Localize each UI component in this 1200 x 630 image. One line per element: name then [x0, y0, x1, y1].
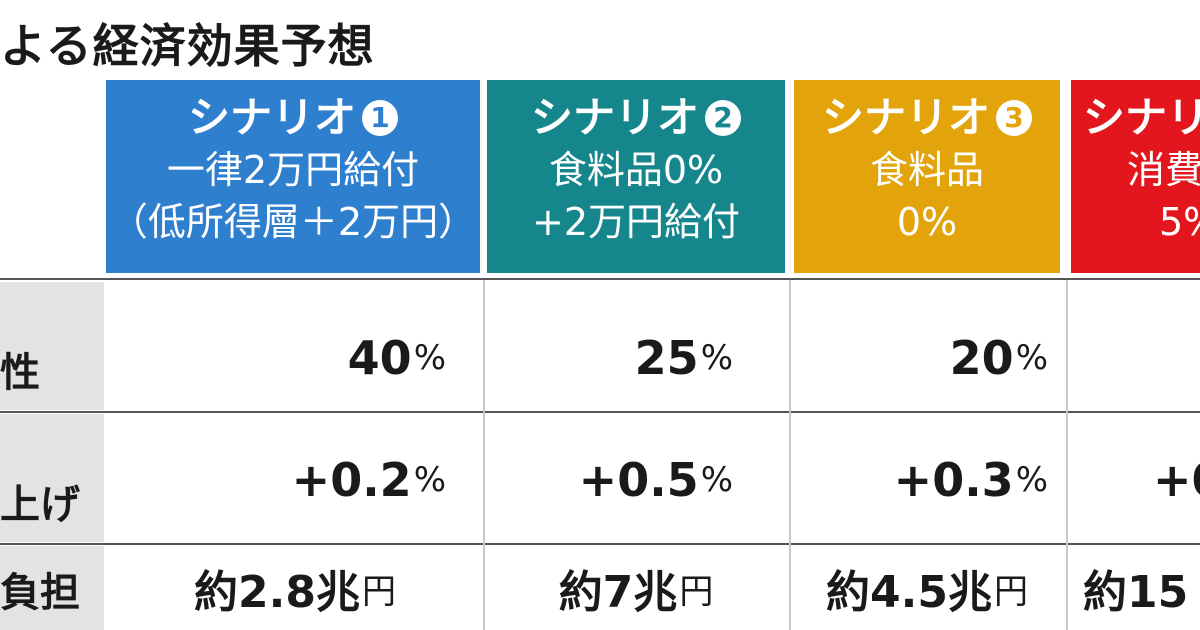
scenario-4-header: シナリ 消費 5%	[1071, 80, 1200, 273]
column-divider	[789, 280, 791, 630]
burden-value: 約4.5兆円	[794, 550, 1060, 626]
value-number: 約15	[1083, 567, 1189, 618]
row-label-price-rise: 上げ	[0, 414, 104, 542]
burden-value: 約7兆円	[487, 550, 785, 626]
value-number: +0.5	[578, 453, 699, 507]
value-unit: %	[1015, 338, 1048, 378]
row-divider	[0, 543, 1200, 545]
price-rise-value: +0.2%	[106, 440, 446, 520]
scenario-title: シナリオ	[530, 93, 699, 142]
column-divider	[483, 280, 485, 630]
row-label-text: 負担	[0, 570, 80, 616]
scenario-title: シナリ	[1083, 93, 1200, 142]
scenario-1-header: シナリオ 1 一律2万円給付 （低所得層＋2万円）	[106, 80, 480, 273]
price-rise-value: +0	[1071, 440, 1200, 520]
value-number: 40	[347, 331, 412, 385]
scenario-number-badge: 1	[362, 100, 398, 136]
scenario-description: 一律2万円給付	[166, 148, 420, 192]
value-unit: %	[413, 338, 446, 378]
row-divider	[0, 278, 1200, 280]
value-number: 25	[634, 331, 699, 385]
price-rise-value: +0.3%	[794, 440, 1060, 520]
price-rise-value: +0.5%	[487, 440, 785, 520]
scenario-detail: （低所得層＋2万円）	[109, 200, 477, 244]
burden-value: 約15	[1071, 550, 1200, 626]
value-unit: 円	[361, 571, 396, 612]
value-number: 約7兆	[558, 567, 678, 618]
value-unit: 円	[679, 571, 714, 612]
value-number: 20	[949, 331, 1014, 385]
probability-value: 40%	[106, 318, 446, 398]
value-unit: %	[413, 460, 446, 500]
scenario-3-header: シナリオ 3 食料品 0%	[794, 80, 1060, 273]
column-divider	[1066, 280, 1068, 630]
scenario-description: 消費	[1127, 148, 1200, 192]
value-unit: %	[1015, 460, 1048, 500]
scenario-detail: +2万円給付	[531, 200, 741, 244]
value-number: +0.2	[291, 453, 412, 507]
probability-value: 25%	[487, 318, 785, 398]
row-label-probability: 性	[0, 282, 104, 410]
value-unit: %	[700, 460, 733, 500]
scenario-detail: 0%	[896, 200, 958, 244]
scenario-number-badge: 2	[705, 100, 741, 136]
row-divider	[0, 411, 1200, 413]
scenario-description: 食料品	[869, 148, 984, 192]
scenario-detail: 5%	[1159, 200, 1200, 244]
value-number: +0	[1153, 453, 1200, 507]
row-label-text: 性	[0, 350, 40, 396]
probability-value: 20%	[794, 318, 1060, 398]
value-unit: 円	[993, 571, 1028, 612]
row-label-text: 上げ	[0, 482, 80, 528]
value-number: 約2.8兆	[194, 567, 360, 618]
scenario-title: シナリオ	[821, 93, 990, 142]
page-title: よる経済効果予想	[0, 19, 375, 73]
scenario-description: 食料品0%	[548, 148, 724, 192]
value-number: 約4.5兆	[826, 567, 992, 618]
burden-value: 約2.8兆円	[106, 550, 484, 626]
row-label-burden: 負担	[0, 546, 104, 630]
value-number: +0.3	[893, 453, 1014, 507]
value-unit: %	[700, 338, 733, 378]
scenario-number-badge: 3	[996, 100, 1032, 136]
scenario-title: シナリオ	[187, 93, 356, 142]
scenario-2-header: シナリオ 2 食料品0% +2万円給付	[487, 80, 785, 273]
